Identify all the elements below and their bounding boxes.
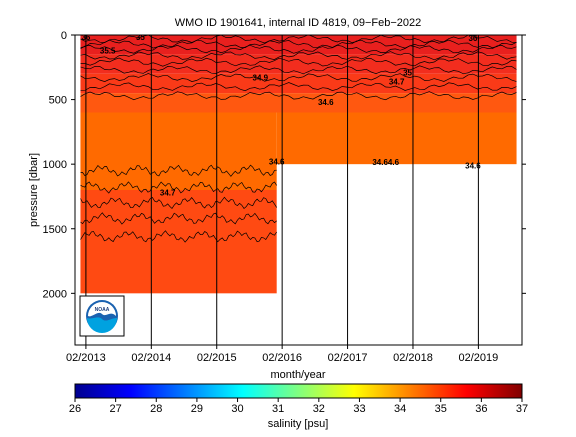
y-tick-label: 1500 <box>43 224 67 236</box>
salinity-contour-lines <box>80 35 517 243</box>
surface-salinity-band-3 <box>80 93 517 113</box>
contour-line <box>80 91 517 101</box>
surface-salinity-band-2 <box>80 73 517 94</box>
contour-label: 36 <box>81 33 90 42</box>
contour-line-deep <box>80 196 277 210</box>
year-separator-lines <box>85 35 479 345</box>
contour-line-deep <box>80 230 277 243</box>
x-tick-label: 02/2015 <box>197 352 237 364</box>
colorbar-tick-label: 36 <box>475 403 487 415</box>
x-tick-label: 02/2016 <box>262 352 302 364</box>
colorbar-tick-label: 33 <box>353 403 365 415</box>
intermediate-salinity-band-late <box>276 112 517 165</box>
colorbar-tick-label: 35 <box>435 403 447 415</box>
x-tick-label: 02/2013 <box>66 352 106 364</box>
contour-line-deep <box>80 164 277 177</box>
colorbar-tick-label: 28 <box>150 403 162 415</box>
colorbar-fill <box>74 383 523 399</box>
colorbar-tick-label: 31 <box>272 403 284 415</box>
colorbar-tick-label: 29 <box>191 403 203 415</box>
plot-frame <box>74 34 523 346</box>
colorbar-tick-label: 26 <box>69 403 81 415</box>
contour-line-deep <box>80 181 277 194</box>
noaa-logo-bird <box>88 302 116 317</box>
colorbar-ticks: 26 27 28 29 30 31 32 33 34 35 36 37 <box>69 398 528 415</box>
colorbar-tick-label: 37 <box>516 403 528 415</box>
colorbar-tick-label: 32 <box>313 403 325 415</box>
noaa-logo-wave <box>87 317 117 333</box>
colorbar-tick-label: 27 <box>110 403 122 415</box>
contour-line <box>80 57 517 67</box>
colorbar: 26 27 28 29 30 31 32 33 34 35 36 37 <box>69 383 528 415</box>
contour-label: 34.7 <box>160 189 176 198</box>
y-axis: 0 500 1000 1500 2000 <box>43 30 526 300</box>
y-tick-label: 500 <box>49 95 67 107</box>
contour-line <box>80 65 517 75</box>
intermediate-salinity-band <box>80 112 277 190</box>
contour-label: 34.9 <box>253 74 269 83</box>
contour-label: 35.5 <box>100 47 116 56</box>
contour-label: 35 <box>136 33 145 42</box>
colorbar-tick-label: 30 <box>231 403 243 415</box>
contour-label: 34.7 <box>389 78 405 87</box>
contour-label: 35 <box>403 68 412 77</box>
contour-line <box>80 44 517 54</box>
noaa-logo-text: NOAA <box>95 307 110 313</box>
contour-line <box>80 73 517 82</box>
contour-label: 34.6 <box>318 98 334 107</box>
contour-label: 34.64.6 <box>372 158 399 167</box>
contour-label: 34.6 <box>465 161 481 170</box>
x-tick-label: 02/2014 <box>131 352 171 364</box>
y-tick-label: 1000 <box>43 159 67 171</box>
noaa-logo: NOAA <box>79 295 125 337</box>
contour-label: 34.6 <box>269 158 285 167</box>
x-axis-title: month/year <box>270 369 325 381</box>
contour-line <box>80 51 517 61</box>
colorbar-tick-label: 34 <box>394 403 406 415</box>
contour-line <box>80 39 517 49</box>
x-tick-label: 02/2019 <box>459 352 499 364</box>
chart-title: WMO ID 1901641, internal ID 4819, 09−Feb… <box>175 17 421 29</box>
y-tick-label: 2000 <box>43 288 67 300</box>
x-axis: 02/2013 02/2014 02/2015 02/2016 02/2017 02/20… <box>66 345 498 364</box>
y-axis-title: pressure [dbar] <box>28 153 40 227</box>
contour-line-deep <box>80 212 277 225</box>
colorbar-title: salinity [psu] <box>268 418 329 430</box>
x-tick-label: 02/2017 <box>328 352 368 364</box>
x-tick-label: 02/2018 <box>393 352 433 364</box>
salinity-section-fill <box>80 35 517 294</box>
y-tick-label: 0 <box>61 30 67 42</box>
contour-line <box>80 82 517 92</box>
contour-label: 36 <box>468 34 477 43</box>
